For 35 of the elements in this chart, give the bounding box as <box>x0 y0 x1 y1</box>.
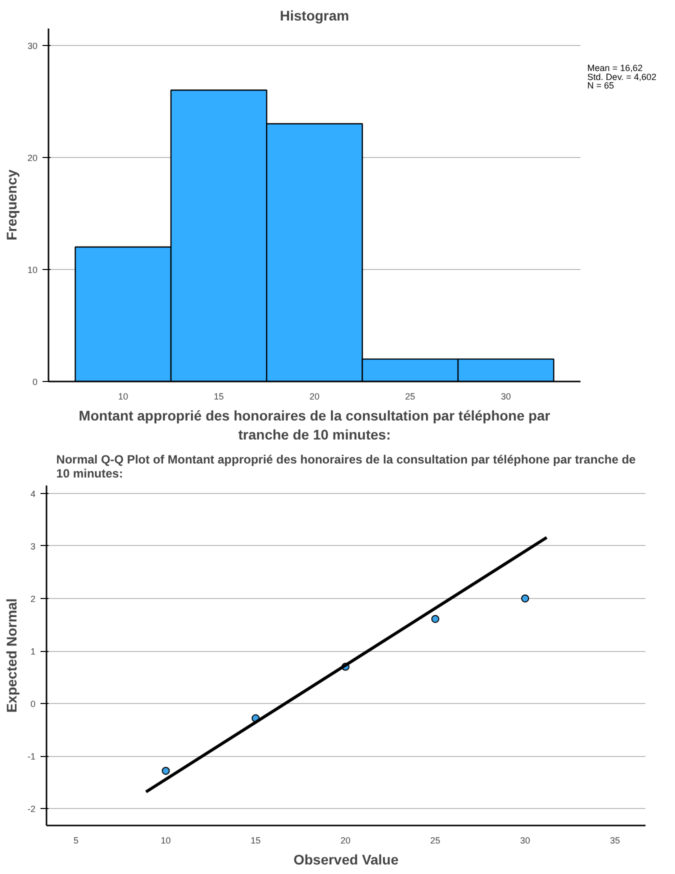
y-axis-title: Expected Normal <box>4 598 20 713</box>
y-tick-label: 0 <box>30 699 36 710</box>
y-tick-label: 20 <box>27 152 38 163</box>
x-tick-label: 20 <box>309 392 320 402</box>
x-axis-title: Observed Value <box>293 852 399 868</box>
text: Std. Dev. = 4,602 <box>587 72 656 82</box>
y-tick-label: 0 <box>32 377 38 387</box>
x-tick-label: 25 <box>430 836 440 846</box>
chart-title: Histogram <box>280 8 350 24</box>
x-tick-label: 5 <box>73 836 78 846</box>
y-tick-label: -2 <box>28 804 36 814</box>
x-tick-label: 15 <box>250 836 261 846</box>
x-tick-label: 30 <box>500 392 511 402</box>
x-tick-label: 10 <box>118 392 128 402</box>
point <box>521 594 530 602</box>
y-tick-label: 3 <box>30 541 36 552</box>
chart-title: Normal Q-Q Plot of Montant approprié des honoraires de la consultation par téléphone par tranche de 10 minutes: <box>56 452 636 480</box>
x-tick-label: 15 <box>214 392 224 402</box>
x-tick-label: 25 <box>405 392 416 402</box>
y-tick-label: 4 <box>30 488 36 499</box>
y-tick-label: 2 <box>30 594 36 604</box>
text: N = 65 <box>587 80 614 91</box>
y-tick-label: 30 <box>27 40 38 51</box>
x-tick-label: 20 <box>340 836 350 846</box>
y-tick-label: -1 <box>28 752 36 762</box>
point <box>162 766 170 775</box>
y-tick-label: 1 <box>30 646 36 657</box>
x-axis-title: Montant approprié des honoraires de la consultation par téléphone par tranche de 10 minutes: <box>78 408 551 443</box>
y-axis-title: Frequency <box>3 169 20 240</box>
y-tick-label: 10 <box>27 264 38 275</box>
x-tick-label: 10 <box>160 836 171 846</box>
x-tick-label: 35 <box>610 836 620 846</box>
point <box>431 614 440 623</box>
x-tick-label: 30 <box>520 836 530 846</box>
text: Mean = 16,62 <box>587 63 643 74</box>
